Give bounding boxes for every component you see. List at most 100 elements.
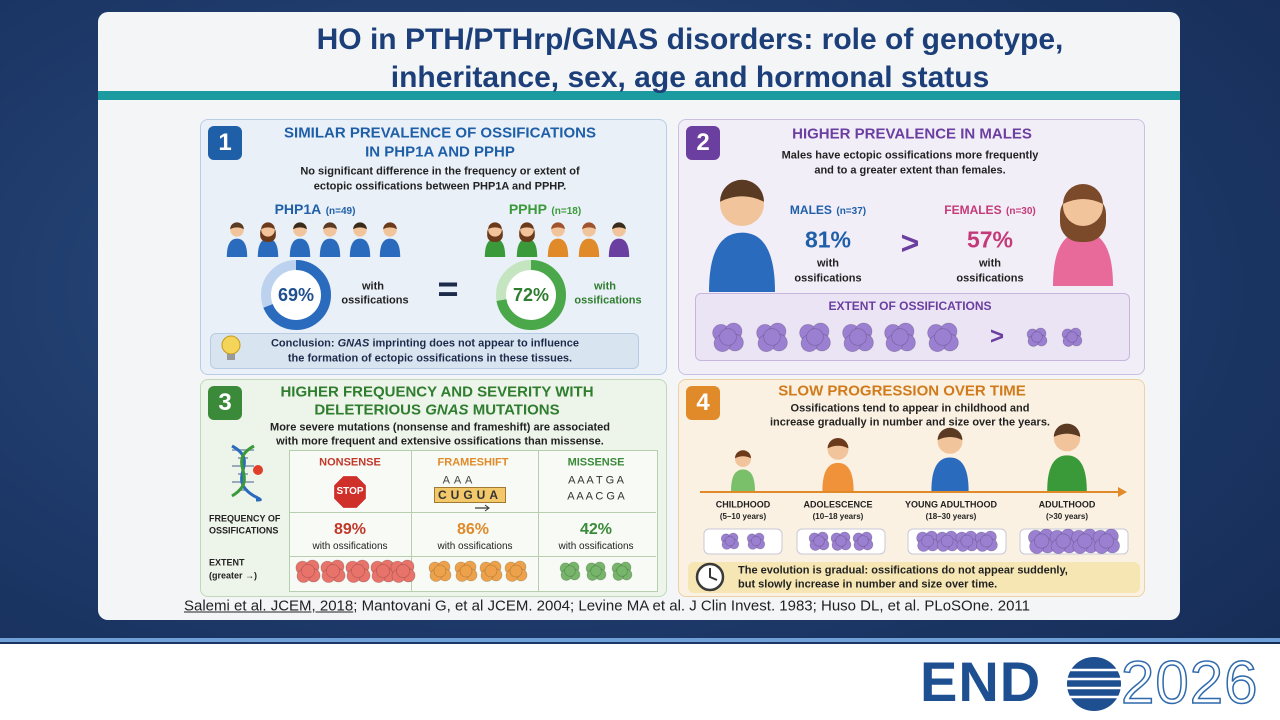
blob-part	[325, 564, 340, 579]
blob-part	[980, 534, 993, 548]
caption: with	[817, 257, 839, 270]
table-divider	[289, 556, 656, 557]
panel-text: Males have ectopic ossifications more fr…	[781, 149, 1039, 162]
blob-part	[375, 564, 390, 579]
panel-number: 1	[208, 126, 242, 160]
blob-part	[813, 535, 825, 547]
blob-part	[921, 534, 934, 548]
panel-heading: SLOW PROGRESSION OVER TIME	[778, 382, 1026, 400]
gene: GNAS	[425, 401, 469, 419]
group-n: (n=30)	[1006, 206, 1036, 217]
blob-part	[300, 564, 315, 579]
panel-number: 3	[208, 386, 242, 420]
body	[349, 238, 371, 257]
hair	[353, 222, 367, 230]
body	[319, 238, 341, 257]
person-icon	[608, 222, 630, 257]
sequence: A A A	[442, 474, 474, 487]
ossification-icon	[320, 559, 346, 583]
table-divider	[538, 450, 539, 591]
ossification-icon	[884, 322, 916, 353]
title-rule	[98, 91, 1180, 100]
ossification-icon	[428, 560, 452, 582]
blob-part	[806, 328, 824, 346]
ossification-icon	[454, 560, 478, 582]
caption: with	[594, 280, 616, 293]
gene: GNAS	[337, 337, 370, 350]
blob-part	[719, 328, 737, 346]
citation-link[interactable]: Salemi et al. JCEM, 2018	[184, 597, 354, 615]
footer-text: but slowly increase in number and size o…	[738, 578, 998, 591]
caption: with	[979, 257, 1001, 270]
hair	[937, 427, 963, 441]
group-name: MALES	[789, 203, 832, 217]
timeline-arrow	[1118, 487, 1127, 497]
blob-part	[433, 564, 447, 578]
ossification-icon	[390, 559, 416, 583]
group-label: PHP1A (n=49)	[275, 202, 356, 218]
panel-number: 2	[686, 126, 720, 160]
ossification-icon	[927, 322, 959, 353]
panel-text: increase gradually in number and size ov…	[769, 416, 1051, 429]
blob-part	[835, 535, 847, 547]
person-icon	[516, 222, 538, 257]
table-divider	[411, 450, 412, 591]
ossification-icon	[852, 531, 874, 551]
person-icon	[931, 427, 969, 491]
hair	[1063, 184, 1103, 204]
panel-text: Ossifications tend to appear in childhoo…	[790, 402, 1030, 415]
hair	[612, 222, 626, 230]
heading-part: DELETERIOUS	[314, 401, 426, 419]
body	[709, 232, 775, 292]
hair	[582, 222, 596, 230]
person-icon	[822, 437, 854, 491]
blob-part	[857, 535, 869, 547]
percent: 72%	[512, 285, 550, 305]
stage-name: YOUNG ADULTHOOD	[905, 499, 997, 510]
panel-4	[678, 379, 1145, 597]
group-name: PPHP	[508, 201, 547, 217]
group-label: PPHP (n=18)	[509, 202, 581, 218]
ossification-icon	[1092, 528, 1121, 555]
person-icon	[379, 222, 401, 257]
clock-hands	[709, 568, 718, 581]
ossification-icon	[611, 561, 633, 581]
hair	[720, 179, 764, 202]
mutation-burst	[253, 465, 263, 475]
person-icon	[484, 222, 506, 257]
ossification-icon	[756, 322, 788, 353]
stage-age: (5–10 years)	[719, 512, 767, 521]
stripe	[0, 638, 1280, 642]
extent-title: EXTENT OF OSSIFICATIONS	[828, 299, 992, 313]
blob-part	[350, 564, 365, 579]
row-label: (greater →)	[209, 570, 258, 581]
body	[379, 238, 401, 257]
stage-name: ADOLESCENCE	[803, 499, 873, 510]
stage-age: (10–18 years)	[812, 512, 864, 521]
body	[731, 469, 755, 491]
ossification-icon	[799, 322, 831, 353]
blob-part	[763, 328, 781, 346]
stage-age: (18–30 years)	[925, 512, 977, 521]
percent: 89%	[333, 521, 367, 538]
ossification-icon	[504, 560, 528, 582]
ossification-icon	[975, 530, 998, 552]
dna-strand	[231, 444, 262, 502]
ossification-icon	[720, 532, 740, 550]
blob-part	[940, 534, 954, 548]
greater-sign: >	[900, 225, 920, 261]
body	[1047, 455, 1087, 491]
conclusion-lead: Conclusion:	[270, 337, 338, 350]
hair	[383, 222, 397, 230]
row-label: EXTENT	[209, 557, 245, 568]
panel-text: No significant difference in the frequen…	[300, 165, 580, 178]
caption: with ossifications	[558, 541, 634, 552]
panel-text: ectopic ossifications between PHP1A and …	[313, 180, 567, 193]
dna-strand	[231, 444, 255, 498]
hair	[1053, 423, 1081, 437]
logo-brand: END	[920, 650, 1042, 713]
ossification-icon	[370, 559, 396, 583]
body	[931, 457, 969, 491]
ossification-icon	[712, 322, 744, 353]
